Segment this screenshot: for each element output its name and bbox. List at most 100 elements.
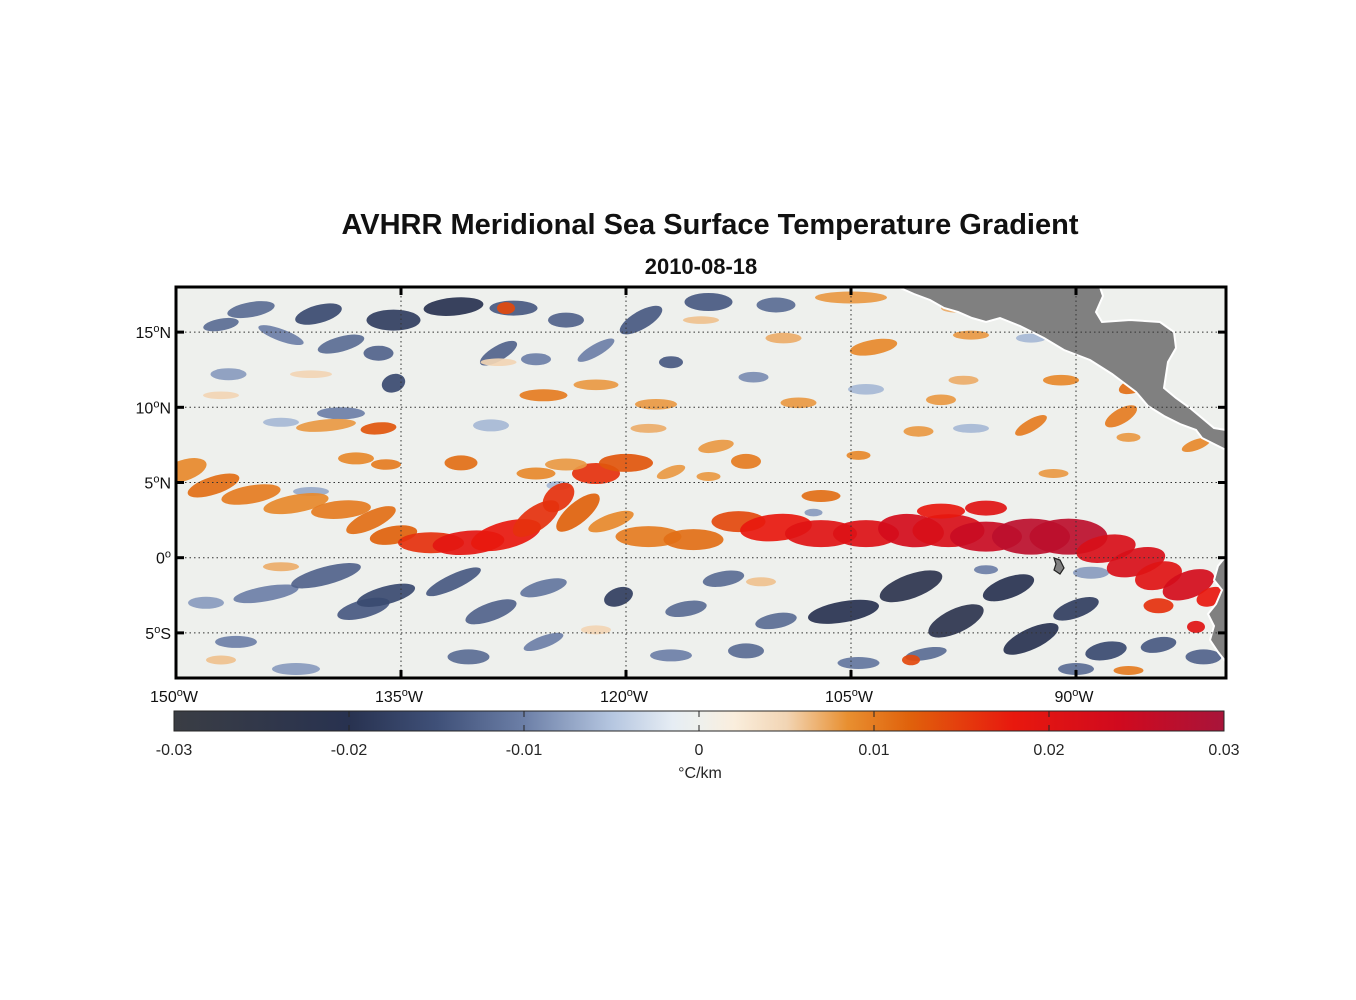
central-america-land <box>897 287 1226 452</box>
negative-gradient-feature <box>210 368 247 381</box>
positive-gradient-feature <box>176 458 207 483</box>
positive-gradient-feature <box>948 375 979 385</box>
negative-gradient-feature <box>548 312 584 328</box>
positive-gradient-feature <box>311 500 371 519</box>
positive-gradient-feature <box>663 529 724 551</box>
negative-gradient-feature <box>317 334 365 354</box>
positive-gradient-feature <box>346 506 396 535</box>
negative-gradient-feature <box>982 574 1035 602</box>
positive-gradient-feature <box>746 577 776 587</box>
negative-gradient-feature <box>258 325 304 346</box>
longitude-tick-label: 135oW <box>375 687 424 706</box>
negative-gradient-feature <box>423 297 484 316</box>
positive-gradient-feature <box>516 467 556 480</box>
positive-gradient-feature <box>1015 415 1047 436</box>
latitude-tick-label: 5oN <box>144 474 171 493</box>
positive-gradient-feature <box>1104 405 1138 428</box>
positive-gradient-feature <box>263 493 329 515</box>
positive-gradient-feature <box>1043 374 1079 386</box>
colorbar-tick-label: -0.03 <box>156 742 193 759</box>
negative-gradient-feature <box>619 305 663 335</box>
positive-gradient-feature <box>545 458 587 471</box>
longitude-tick-label: 90oW <box>1054 687 1094 706</box>
positive-gradient-feature <box>780 397 817 409</box>
negative-gradient-feature <box>203 317 239 332</box>
positive-gradient-feature <box>519 389 568 402</box>
positive-gradient-feature <box>296 418 356 432</box>
negative-gradient-feature <box>366 309 421 331</box>
negative-gradient-feature <box>702 570 745 587</box>
negative-gradient-feature <box>1140 636 1177 653</box>
negative-gradient-feature <box>523 632 564 652</box>
negative-gradient-feature <box>215 635 257 648</box>
negative-gradient-feature <box>188 596 224 609</box>
colorbar-tick-label: 0.03 <box>1208 742 1239 759</box>
positive-gradient-feature <box>221 484 281 505</box>
positive-gradient-feature <box>1038 469 1069 478</box>
latitude-tick-label: 0o <box>156 549 171 568</box>
longitude-tick-label: 120oW <box>600 687 649 706</box>
positive-gradient-feature <box>556 493 600 532</box>
positive-gradient-feature <box>588 510 634 533</box>
colorbar-tick-label: -0.02 <box>331 742 368 759</box>
map-subtitle: 2010-08-18 <box>645 254 758 279</box>
land-mask <box>897 287 1226 664</box>
positive-gradient-feature <box>573 379 619 391</box>
positive-gradient-feature <box>801 490 841 502</box>
negative-gradient-feature <box>879 570 943 603</box>
latitude-tick-label: 5oS <box>145 624 171 643</box>
negative-gradient-feature <box>974 565 998 575</box>
colorbar-ticks: -0.03 -0.02 -0.01 0 0.01 0.02 0.03 <box>156 711 1240 759</box>
negative-gradient-feature <box>447 649 490 665</box>
negative-gradient-feature <box>756 297 796 313</box>
positive-gradient-feature <box>360 422 397 435</box>
negative-gradient-feature <box>1053 597 1099 621</box>
negative-gradient-feature <box>520 578 567 598</box>
negative-gradient-feature <box>738 371 769 383</box>
positive-gradient-feature <box>696 472 721 481</box>
negative-gradient-feature <box>465 599 517 625</box>
negative-gradient-feature <box>577 338 615 362</box>
positive-gradient-feature <box>849 338 898 356</box>
positive-gradient-feature <box>656 464 686 480</box>
positive-gradient-feature <box>902 654 920 666</box>
map-area <box>176 287 1226 678</box>
positive-gradient-feature <box>917 503 965 519</box>
positive-gradient-feature <box>953 330 989 340</box>
positive-gradient-feature <box>263 562 299 572</box>
positive-gradient-feature <box>1187 620 1205 633</box>
positive-gradient-feature <box>1116 432 1141 442</box>
colorbar-tick-label: 0.02 <box>1033 742 1064 759</box>
gradient-field <box>176 291 1226 675</box>
latitude-labels: 15oN 10oN 5oN 0o 5oS <box>136 323 171 643</box>
positive-gradient-feature <box>683 316 719 324</box>
negative-gradient-feature <box>426 567 481 597</box>
positive-gradient-feature <box>497 302 515 315</box>
negative-gradient-feature <box>1003 623 1059 655</box>
colorbar-label: °C/km <box>678 765 722 782</box>
negative-gradient-feature <box>665 600 707 618</box>
positive-gradient-feature <box>903 426 934 437</box>
colorbar-tick-label: 0.01 <box>858 742 889 759</box>
negative-gradient-feature <box>804 508 823 517</box>
positive-gradient-feature <box>1181 437 1211 453</box>
negative-gradient-feature <box>381 373 406 393</box>
negative-gradient-feature <box>1073 566 1109 579</box>
positive-gradient-feature <box>542 482 575 513</box>
negative-gradient-feature <box>473 419 509 432</box>
longitude-tick-label: 105oW <box>825 687 874 706</box>
positive-gradient-feature <box>203 391 239 400</box>
negative-gradient-feature <box>272 663 320 675</box>
negative-gradient-feature <box>1085 641 1127 661</box>
positive-gradient-feature <box>371 459 401 470</box>
negative-gradient-feature <box>233 584 299 604</box>
negative-gradient-feature <box>755 612 797 630</box>
negative-gradient-feature <box>363 345 394 361</box>
latitude-tick-label: 10oN <box>136 398 171 417</box>
colorbar-tick-label: 0 <box>695 742 704 759</box>
negative-gradient-feature <box>928 604 984 638</box>
negative-gradient-feature <box>317 407 365 420</box>
axis-tickmarks <box>174 287 1226 678</box>
positive-gradient-feature <box>187 473 240 498</box>
